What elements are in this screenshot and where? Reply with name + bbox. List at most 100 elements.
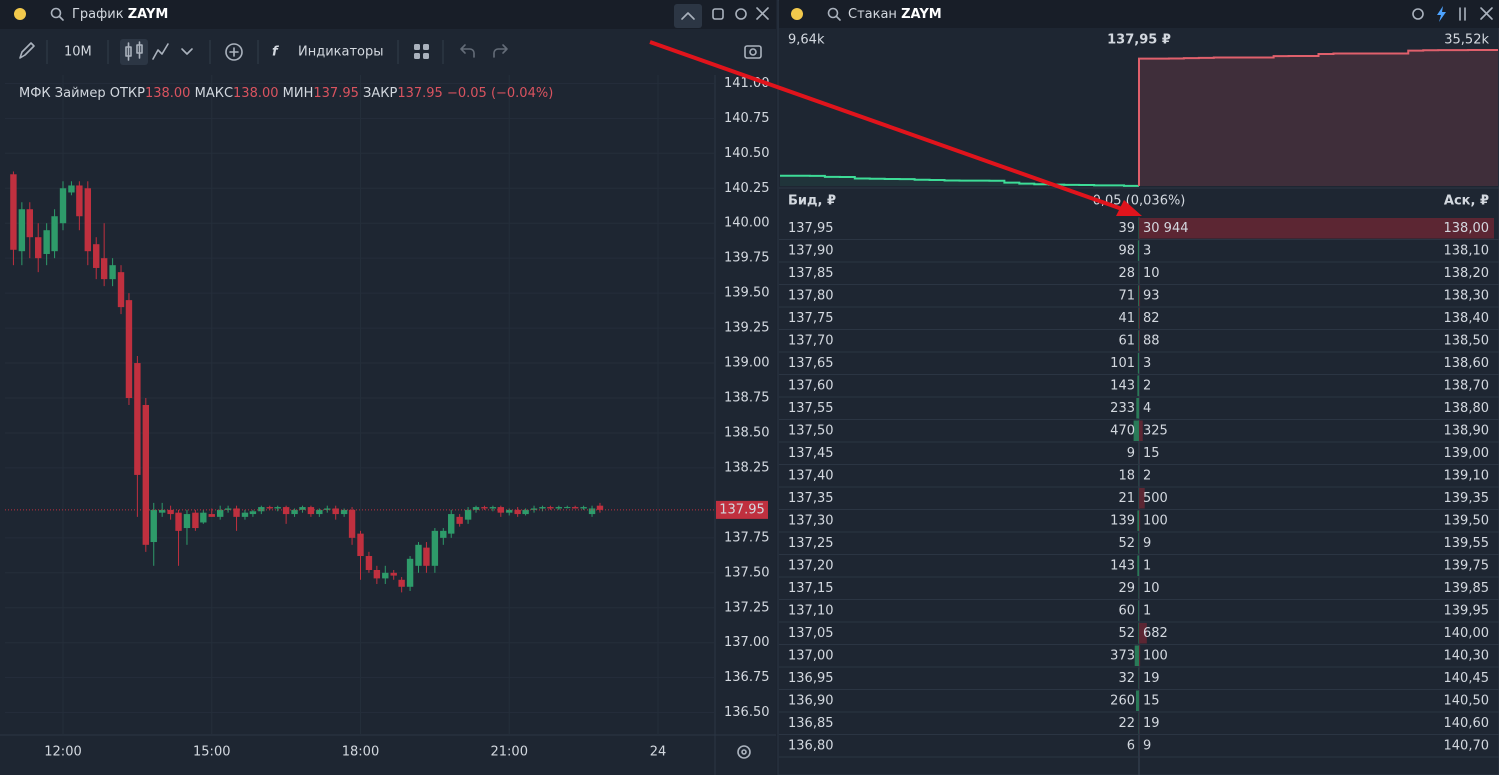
open: 138.00 <box>145 86 191 101</box>
draw-tool[interactable] <box>19 42 35 59</box>
candle-body <box>241 512 249 517</box>
bid-price: 137,05 <box>788 626 834 641</box>
high-label: МАКС <box>195 86 233 101</box>
y-tick-label: 140.25 <box>724 181 770 196</box>
interval-button[interactable]: 10M <box>64 45 92 60</box>
ask-volume: 100 <box>1143 648 1168 663</box>
candle-body <box>224 508 232 510</box>
candle-body <box>167 509 174 515</box>
add-button[interactable] <box>225 43 243 61</box>
candle-body <box>530 508 538 510</box>
candle-body <box>142 405 150 545</box>
ask-volume: 500 <box>1143 491 1168 506</box>
axis-settings[interactable] <box>737 745 751 759</box>
candle-body <box>596 505 604 510</box>
candle-body <box>258 507 265 512</box>
ask-price: 140,70 <box>1444 738 1490 753</box>
ask-price: 139,35 <box>1444 491 1490 506</box>
ask-price: 138,40 <box>1444 311 1490 326</box>
ask-price: 138,30 <box>1444 288 1490 303</box>
layout-button[interactable] <box>414 44 429 59</box>
link-dot[interactable] <box>791 8 803 20</box>
close-button[interactable] <box>1480 7 1493 20</box>
ask-volume: 9 <box>1143 738 1151 753</box>
bid-volume-bar <box>1134 645 1139 666</box>
instrument: МФК Займер <box>19 86 106 101</box>
ask-volume: 93 <box>1143 288 1160 303</box>
close: 137.95 <box>397 86 443 101</box>
ask-price: 140,60 <box>1444 716 1490 731</box>
candle-body <box>365 556 373 570</box>
ask-volume-bar <box>1139 623 1147 644</box>
indicators-button[interactable]: Индикаторы <box>298 45 384 60</box>
order-book-title: Стакан ZAYM <box>848 7 942 22</box>
title-prefix: График <box>72 7 124 22</box>
bid-price: 136,80 <box>788 738 834 753</box>
candle-body <box>175 512 182 531</box>
bid-depth-line <box>780 174 1140 187</box>
ask-volume: 19 <box>1143 671 1160 686</box>
ohlc-legend: МФК Займер ОТКР138.00 МАКС138.00 МИН137.… <box>19 86 553 101</box>
undo-button[interactable] <box>460 44 475 58</box>
candle-body <box>134 363 141 475</box>
candle-body <box>183 514 191 529</box>
ask-volume: 88 <box>1143 333 1160 348</box>
bid-price: 137,25 <box>788 536 834 551</box>
candle-body <box>18 209 26 252</box>
candle-body <box>266 507 273 509</box>
candle-body <box>192 512 199 529</box>
ask-volume-bar <box>1139 308 1140 329</box>
candle-body <box>382 572 389 579</box>
collapse-button[interactable] <box>674 4 702 28</box>
settings-button[interactable] <box>735 8 747 20</box>
bid-price: 137,90 <box>788 243 834 258</box>
ask-volume: 3 <box>1143 243 1151 258</box>
link-dot[interactable] <box>14 8 26 20</box>
change: −0.05 (−0.04%) <box>447 86 553 101</box>
ask-price: 139,55 <box>1444 536 1490 551</box>
bid-price: 137,85 <box>788 266 834 281</box>
ask-volume-bar <box>1139 645 1141 666</box>
maximize-button[interactable] <box>712 8 724 20</box>
settings-button[interactable] <box>1412 8 1424 20</box>
bid-volume: 29 <box>1118 581 1135 596</box>
candle-body <box>10 174 17 250</box>
bid-volume: 22 <box>1118 716 1135 731</box>
bid-price: 137,40 <box>788 468 834 483</box>
candle-body <box>564 507 571 509</box>
x-tick-label: 15:00 <box>193 745 230 760</box>
ask-price: 138,00 <box>1444 221 1490 236</box>
ask-price: 140,50 <box>1444 693 1490 708</box>
candle-body <box>448 514 455 534</box>
chart-panel <box>0 0 776 775</box>
fast-order-button[interactable] <box>1437 6 1446 22</box>
pause-button[interactable] <box>1459 7 1466 21</box>
low: 137.95 <box>313 86 359 101</box>
candle-body <box>506 509 513 513</box>
bid-volume: 52 <box>1118 626 1135 641</box>
type-dropdown[interactable] <box>181 48 193 55</box>
line-type-button[interactable] <box>152 43 169 60</box>
ask-volume: 682 <box>1143 626 1168 641</box>
candle-body <box>51 216 58 252</box>
candle-body <box>216 509 224 517</box>
y-tick-label: 137.50 <box>724 565 770 580</box>
redo-button[interactable] <box>493 44 508 58</box>
candle-body <box>324 508 331 510</box>
candle-body <box>332 508 339 515</box>
candle-body <box>316 509 323 515</box>
bid-price: 137,75 <box>788 311 834 326</box>
close-button[interactable] <box>756 7 769 20</box>
ask-price: 138,10 <box>1444 243 1490 258</box>
candle-body <box>117 272 125 308</box>
ask-price: 138,80 <box>1444 401 1490 416</box>
search-icon[interactable] <box>827 7 841 21</box>
candle-type-button[interactable] <box>120 39 148 65</box>
candle-body <box>307 507 315 515</box>
ask-volume: 19 <box>1143 716 1160 731</box>
y-tick-label: 137.75 <box>724 530 770 545</box>
candle-body <box>249 511 257 515</box>
search-icon[interactable] <box>50 7 64 21</box>
bid-price: 137,70 <box>788 333 834 348</box>
screenshot-button[interactable] <box>744 45 762 59</box>
